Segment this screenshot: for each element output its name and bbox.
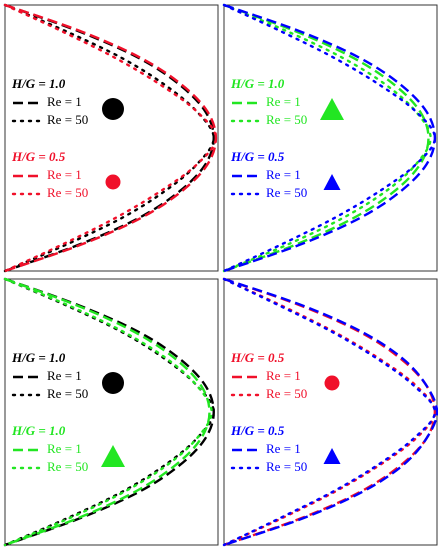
legend-header: H/G = 0.5 [11,149,66,164]
legend-label: Re = 1 [47,368,82,383]
profile-line [3,3,215,273]
legend-marker [105,174,121,190]
panel-frame [223,4,438,272]
legend-label: Re = 1 [47,441,82,456]
panel: H/G = 0.5 Re = 1 Re = 50 H/G = 0.5 Re = 1 Re … [222,277,438,547]
legend-marker [101,445,125,467]
legend-label: Re = 1 [47,94,82,109]
profile-line [3,3,218,273]
legend-header: H/G = 0.5 [230,423,285,438]
panel-frame [4,4,219,272]
legend-label: Re = 50 [47,459,88,474]
profile-line [223,3,430,273]
legend-label: Re = 1 [266,441,301,456]
legend-header: H/G = 0.5 [230,149,285,164]
profile-line [4,3,218,273]
legend-header: H/G = 0.5 [230,350,285,365]
panel: H/G = 1.0 Re = 1 Re = 50 H/G = 1.0 Re = 1 Re … [3,277,219,547]
legend-marker [102,98,124,120]
profile-line [222,277,437,547]
panel-frame [223,278,438,546]
legend-label: Re = 1 [266,167,301,182]
legend-marker [323,174,341,190]
panel-frame [4,278,219,546]
profile-line [222,3,437,273]
profile-line [223,277,437,547]
legend-marker [102,372,124,394]
legend-label: Re = 50 [47,386,88,401]
profile-line [4,277,215,547]
legend-marker [324,375,340,391]
panel: H/G = 1.0 Re = 1 Re = 50 H/G = 0.5 Re = 1 Re … [222,3,438,273]
legend-header: H/G = 1.0 [230,76,285,91]
legend-label: Re = 50 [47,112,88,127]
legend-header: H/G = 1.0 [11,423,66,438]
legend-marker [323,448,341,464]
legend-label: Re = 1 [266,368,301,383]
profile-line [223,3,437,273]
legend-header: H/G = 1.0 [11,76,66,91]
legend-label: Re = 50 [266,386,307,401]
profile-line [3,277,215,547]
profile-line [4,3,215,273]
legend-label: Re = 1 [266,94,301,109]
legend-label: Re = 1 [47,167,82,182]
panel: H/G = 1.0 Re = 1 Re = 50 H/G = 0.5 Re = 1 Re … [3,3,219,273]
legend-label: Re = 50 [266,459,307,474]
legend-label: Re = 50 [47,185,88,200]
legend-header: H/G = 1.0 [11,350,66,365]
profile-line [4,277,211,547]
legend-label: Re = 50 [266,112,307,127]
profile-line [223,277,438,547]
legend-marker [320,98,344,120]
legend-label: Re = 50 [266,185,307,200]
